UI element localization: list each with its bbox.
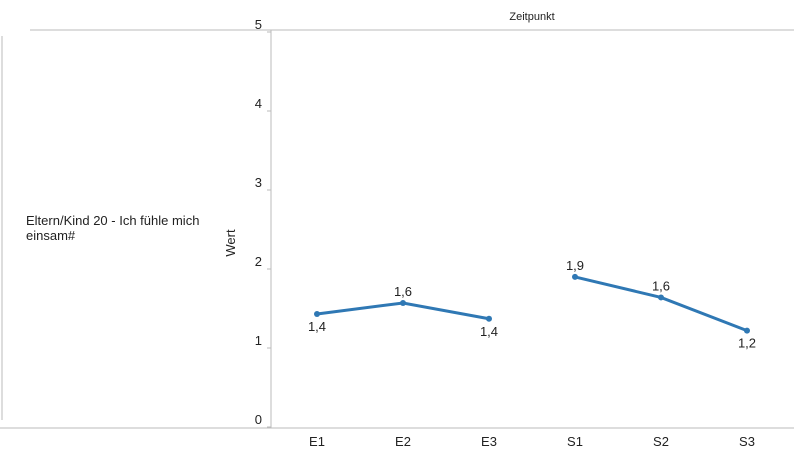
point: [400, 299, 406, 306]
data-label: 1,6: [652, 278, 670, 293]
column-header: Zeitpunkt: [509, 11, 554, 23]
x-tick-label: E1: [309, 434, 325, 449]
y-tick-label: 2: [255, 254, 262, 269]
x-tick-label: E3: [481, 434, 497, 449]
data-label: 1,4: [480, 324, 498, 339]
point: [572, 273, 578, 280]
point: [486, 315, 492, 322]
row-label: Eltern/Kind 20 - Ich fühle mich einsam#: [26, 213, 207, 243]
x-tick-label: S1: [567, 434, 583, 449]
y-axis-label: Wert: [223, 229, 238, 257]
point: [658, 294, 664, 301]
row-label-box: Eltern/Kind 20 - Ich fühle mich einsam#: [26, 213, 207, 243]
data-label: 1,9: [566, 258, 584, 273]
data-label: 1,4: [308, 319, 326, 334]
y-tick-label: 4: [255, 96, 262, 111]
data-label: 1,2: [738, 336, 756, 351]
y-tick-label: 1: [255, 333, 262, 348]
y-tick-label: 3: [255, 175, 262, 190]
point: [314, 311, 320, 318]
y-tick-label: 0: [255, 412, 262, 427]
point: [744, 327, 750, 334]
x-tick-label: S3: [739, 434, 755, 449]
x-tick-label: E2: [395, 434, 411, 449]
data-label: 1,6: [394, 284, 412, 299]
x-tick-label: S2: [653, 434, 669, 449]
y-tick-label: 5: [255, 17, 262, 32]
